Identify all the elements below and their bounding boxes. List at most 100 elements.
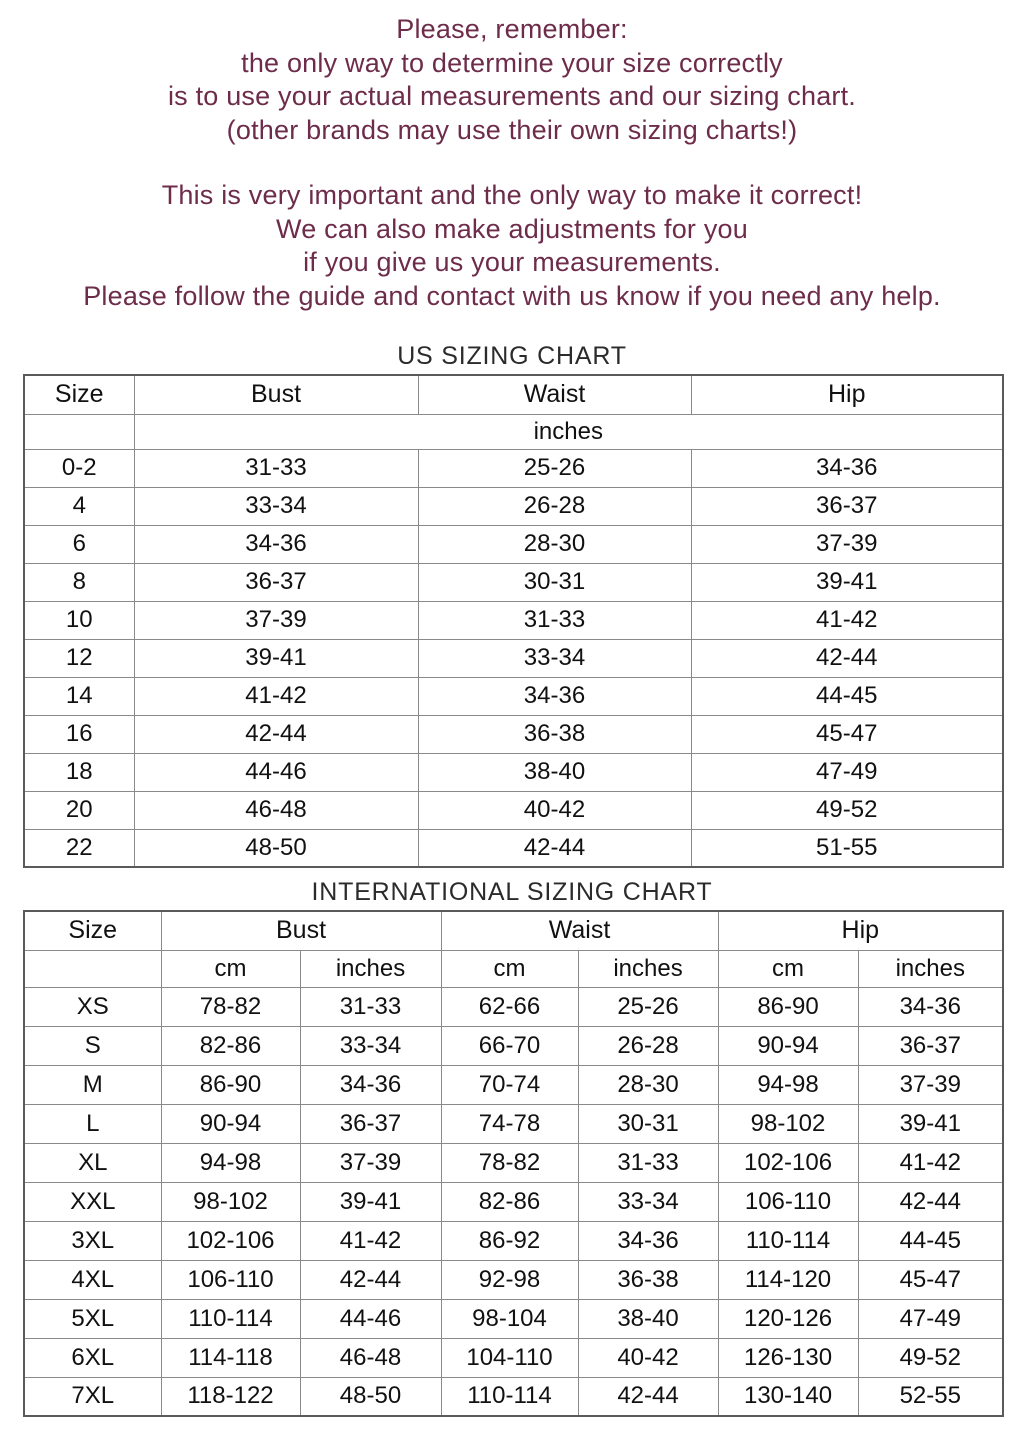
measurement-cell: 106-110 <box>160 1259 301 1300</box>
measurement-cell: 44-45 <box>690 676 1004 716</box>
measurement-cell: 118-122 <box>160 1376 301 1417</box>
measurement-cell: 49-52 <box>857 1337 1004 1378</box>
measurement-cell: 41-42 <box>299 1220 442 1261</box>
measurement-cell: 39-41 <box>857 1103 1004 1144</box>
measurement-cell: 45-47 <box>690 714 1004 754</box>
us-column-header-waist: Waist <box>417 374 692 415</box>
table-row: 18 44-46 38-40 47-49 <box>23 752 1004 792</box>
table-row: 14 41-42 34-36 44-45 <box>23 676 1004 716</box>
measurement-cell: 33-34 <box>417 638 692 678</box>
table-row: 10 37-39 31-33 41-42 <box>23 600 1004 640</box>
measurement-cell: 42-44 <box>133 714 419 754</box>
intro-line: We can also make adjustments for you <box>276 213 748 244</box>
measurement-cell: 66-70 <box>440 1025 579 1066</box>
measurement-cell: 52-55 <box>857 1376 1004 1417</box>
size-cell: 8 <box>23 562 135 602</box>
measurement-cell: 78-82 <box>440 1142 579 1183</box>
table-row: XXL 98-102 39-41 82-86 33-34 106-110 42-44 <box>23 1181 1004 1222</box>
measurement-cell: 74-78 <box>440 1103 579 1144</box>
table-row: 7XL 118-122 48-50 110-114 42-44 130-140 52-55 <box>23 1376 1004 1417</box>
measurement-cell: 48-50 <box>133 828 419 868</box>
table-row: 6XL 114-118 46-48 104-110 40-42 126-130 49-52 <box>23 1337 1004 1378</box>
intro-paragraph-1: Please, remember: the only way to determ… <box>0 13 1024 147</box>
measurement-cell: 44-45 <box>857 1220 1004 1261</box>
size-cell: 3XL <box>23 1220 162 1261</box>
measurement-cell: 42-44 <box>417 828 692 868</box>
intro-line: This is very important and the only way … <box>161 180 863 210</box>
measurement-cell: 33-34 <box>133 486 419 526</box>
measurement-cell: 94-98 <box>717 1064 859 1105</box>
measurement-cell: 110-114 <box>160 1298 301 1339</box>
measurement-cell: 36-38 <box>417 714 692 754</box>
intl-column-header-waist: Waist <box>440 910 719 951</box>
measurement-cell: 98-102 <box>717 1103 859 1144</box>
measurement-cell: 25-26 <box>417 448 692 488</box>
measurement-cell: 62-66 <box>440 986 579 1027</box>
measurement-cell: 102-106 <box>717 1142 859 1183</box>
measurement-cell: 41-42 <box>690 600 1004 640</box>
measurement-cell: 31-33 <box>577 1142 719 1183</box>
size-cell: XXL <box>23 1181 162 1222</box>
measurement-cell: 94-98 <box>160 1142 301 1183</box>
measurement-cell: 34-36 <box>133 524 419 564</box>
measurement-cell: 46-48 <box>299 1337 442 1378</box>
measurement-cell: 39-41 <box>133 638 419 678</box>
size-cell: 20 <box>23 790 135 830</box>
measurement-cell: 36-37 <box>857 1025 1004 1066</box>
measurement-cell: 102-106 <box>160 1220 301 1261</box>
size-cell: 7XL <box>23 1376 162 1417</box>
measurement-cell: 40-42 <box>417 790 692 830</box>
intro-line: if you give us your measurements. <box>303 247 721 277</box>
us-header-row: Size Bust Waist Hip <box>23 374 1004 415</box>
measurement-cell: 31-33 <box>417 600 692 640</box>
measurement-cell: 33-34 <box>577 1181 719 1222</box>
us-chart-title: US SIZING CHART <box>397 342 627 370</box>
measurement-cell: 51-55 <box>690 828 1004 868</box>
measurement-cell: 26-28 <box>417 486 692 526</box>
measurement-cell: 36-37 <box>299 1103 442 1144</box>
measurement-cell: 42-44 <box>577 1376 719 1417</box>
measurement-cell: 37-39 <box>299 1142 442 1183</box>
table-row: XL 94-98 37-39 78-82 31-33 102-106 41-42 <box>23 1142 1004 1183</box>
measurement-cell: 42-44 <box>299 1259 442 1300</box>
measurement-cell: 98-104 <box>440 1298 579 1339</box>
measurement-cell: 44-46 <box>299 1298 442 1339</box>
empty-cell <box>23 413 135 450</box>
intro-paragraph-2: This is very important and the only way … <box>0 179 1024 313</box>
measurement-cell: 30-31 <box>417 562 692 602</box>
size-cell: 18 <box>23 752 135 792</box>
measurement-cell: 114-118 <box>160 1337 301 1378</box>
international-sizing-table: Size Bust Waist Hip cm inches cm inches … <box>23 910 1005 1417</box>
measurement-cell: 28-30 <box>417 524 692 564</box>
size-cell: 12 <box>23 638 135 678</box>
intro-line: Please follow the guide and contact with… <box>83 280 941 311</box>
measurement-cell: 33-34 <box>299 1025 442 1066</box>
measurement-cell: 44-46 <box>133 752 419 792</box>
table-row: 3XL 102-106 41-42 86-92 34-36 110-114 44-45 <box>23 1220 1004 1261</box>
intl-unit-cell: inches <box>577 949 719 988</box>
intro-text-block: Please, remember: the only way to determ… <box>0 0 1024 313</box>
measurement-cell: 46-48 <box>133 790 419 830</box>
table-row: 0-2 31-33 25-26 34-36 <box>23 448 1004 488</box>
intro-line: (other brands may use their own sizing c… <box>226 114 798 145</box>
measurement-cell: 36-37 <box>690 486 1004 526</box>
measurement-cell: 37-39 <box>857 1064 1004 1105</box>
size-cell: 4 <box>23 486 135 526</box>
table-row: 20 46-48 40-42 49-52 <box>23 790 1004 830</box>
measurement-cell: 104-110 <box>440 1337 579 1378</box>
measurement-cell: 92-98 <box>440 1259 579 1300</box>
measurement-cell: 37-39 <box>690 524 1004 564</box>
intro-line: Please, remember: <box>396 14 628 44</box>
table-row: 6 34-36 28-30 37-39 <box>23 524 1004 564</box>
measurement-cell: 31-33 <box>133 448 419 488</box>
measurement-cell: 34-36 <box>417 676 692 716</box>
intl-column-header-hip: Hip <box>717 910 1004 951</box>
table-row: 8 36-37 30-31 39-41 <box>23 562 1004 602</box>
measurement-cell: 40-42 <box>577 1337 719 1378</box>
size-cell: XS <box>23 986 162 1027</box>
table-row: 16 42-44 36-38 45-47 <box>23 714 1004 754</box>
measurement-cell: 36-38 <box>577 1259 719 1300</box>
measurement-cell: 38-40 <box>417 752 692 792</box>
measurement-cell: 126-130 <box>717 1337 859 1378</box>
measurement-cell: 34-36 <box>857 986 1004 1027</box>
